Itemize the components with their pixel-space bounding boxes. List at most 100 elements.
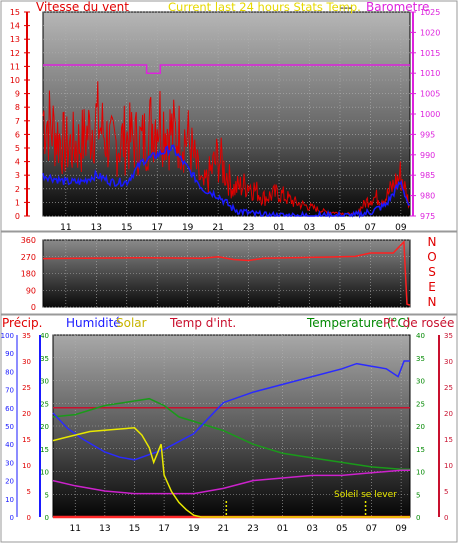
wind-ytick-label: 15: [10, 8, 20, 17]
wind-ytick-label: 0: [15, 212, 20, 221]
panel-wind-axes: 11 13 15 17 19 21 23 01 03 05 07 090123456789101112…: [10, 8, 441, 233]
right-temp-tick-label: 20: [416, 423, 425, 431]
wind-avg-line: [42, 144, 410, 219]
temp-ytick-label: 30: [40, 378, 49, 386]
wind-xtick-label: 05: [334, 223, 345, 233]
baro-ytick-label: 1005: [420, 90, 440, 99]
rain-ytick-label: 80: [5, 368, 14, 376]
right-temp-tick-label: 25: [416, 400, 425, 408]
wind-xtick-label: 21: [212, 223, 223, 233]
temp-xtick-label: 13: [99, 524, 110, 534]
wind-ytick-label: 1: [15, 198, 20, 207]
wind-xtick-label: 19: [182, 223, 194, 233]
wind-xtick-label: 01: [273, 223, 284, 233]
panel-direction-series: [42, 240, 411, 306]
barometer-line: [43, 64, 410, 74]
rain-ytick-label: 0: [10, 514, 14, 522]
compass-letter: E: [428, 280, 436, 294]
hum-ytick-label: 30: [22, 358, 31, 366]
wind-xtick-label: 11: [60, 223, 71, 233]
panel-wind: 11 13 15 17 19 21 23 01 03 05 07 090123456789101112…: [0, 0, 458, 233]
temp-xtick-label: 07: [366, 524, 377, 534]
sunrise-annotation: Soleil se lever: [334, 490, 397, 500]
compass-letter: O: [427, 250, 436, 264]
hum-ytick-label: 15: [22, 436, 31, 444]
wind-xtick-label: 07: [365, 223, 376, 233]
temp-xtick-label: 01: [277, 524, 288, 534]
right-dew-tick-label: 15: [444, 436, 453, 444]
temperature-line: [52, 397, 410, 470]
wind-ytick-label: 5: [15, 144, 20, 153]
temp-ytick-label: 0: [45, 514, 49, 522]
baro-ytick-label: 980: [420, 192, 435, 201]
wind-ytick-label: 10: [10, 76, 20, 85]
rain-ytick-label: 30: [5, 459, 14, 467]
chart-title: Current last 24 hours Stats Temp.: [168, 0, 361, 14]
right-temp-tick-label: 10: [416, 469, 425, 477]
compass-letter: N: [428, 295, 437, 309]
dir-ytick-label: 360: [21, 236, 36, 245]
wind-ytick-label: 7: [15, 117, 20, 126]
temp-xtick-label: 03: [307, 524, 318, 534]
baro-ytick-label: 1020: [420, 28, 440, 37]
right-dew-tick-label: 5: [444, 488, 448, 496]
temp-xtick-label: 09: [395, 524, 407, 534]
rain-ytick-label: 60: [5, 405, 14, 413]
temp-ytick-label: 15: [40, 446, 49, 454]
baro-ytick-label: 1010: [420, 69, 440, 78]
dir-ytick-label: 90: [26, 286, 36, 295]
right-temp-tick-label: 5: [416, 491, 420, 499]
temp-ytick-label: 5: [45, 491, 49, 499]
right-temp-tick-label: 30: [416, 378, 425, 386]
panel-direction-axes: 0 90 180 270 360: [21, 236, 36, 312]
temperature-label: Temperature (°C): [306, 316, 411, 330]
right-dew-tick-label: 25: [444, 384, 453, 392]
baro-ytick-label: 985: [420, 171, 435, 180]
hum-ytick-label: 10: [22, 462, 31, 470]
wind-xtick-label: 17: [151, 223, 162, 233]
rain-ytick-label: 10: [5, 496, 14, 504]
temp-ytick-label: 20: [40, 423, 49, 431]
wind-speed-label: Vitesse du vent: [36, 0, 129, 14]
wind-ytick-label: 12: [10, 49, 20, 58]
baro-ytick-label: 1025: [420, 8, 440, 17]
hum-ytick-label: 20: [22, 410, 31, 418]
wind-ytick-label: 13: [10, 35, 20, 44]
dir-ytick-label: 180: [21, 270, 36, 279]
right-dew-tick-label: 10: [444, 462, 453, 470]
baro-ytick-label: 995: [420, 130, 435, 139]
hum-ytick-label: 25: [22, 384, 31, 392]
right-temp-tick-label: 15: [416, 446, 425, 454]
wind-ytick-label: 8: [15, 103, 20, 112]
hum-ytick-label: 0: [27, 514, 31, 522]
inside-temp-line: [52, 469, 410, 495]
dir-ytick-label: 270: [21, 253, 36, 262]
right-dew-tick-label: 35: [444, 332, 453, 340]
right-dew-tick-label: 0: [444, 514, 448, 522]
hum-ytick-label: 35: [22, 332, 31, 340]
right-temp-tick-label: 40: [416, 332, 425, 340]
temp-ytick-label: 35: [40, 355, 49, 363]
rain-ytick-label: 20: [5, 478, 14, 486]
dir-ytick-label: 0: [31, 303, 36, 312]
temp-xtick-label: 15: [129, 524, 140, 534]
wind-xtick-label: 15: [121, 223, 132, 233]
rain-ytick-label: 50: [5, 423, 14, 431]
wind-ytick-label: 11: [10, 62, 20, 71]
rain-ytick-label: 70: [5, 387, 14, 395]
wind-xtick-label: 23: [243, 223, 254, 233]
humidity-line: [52, 360, 410, 461]
wind-xtick-label: 09: [395, 223, 407, 233]
wind-ytick-label: 6: [15, 130, 20, 139]
panel-temperature-grid: [53, 334, 410, 518]
temp-xtick-label: 05: [336, 524, 347, 534]
right-temp-tick-label: 35: [416, 355, 425, 363]
rain-ytick-label: 40: [5, 441, 14, 449]
temp-ytick-label: 10: [40, 469, 49, 477]
title-suffix: ---: [340, 1, 352, 14]
solar-line: [52, 427, 410, 518]
rain-ytick-label: 90: [5, 350, 14, 358]
baro-ytick-label: 975: [420, 212, 435, 221]
